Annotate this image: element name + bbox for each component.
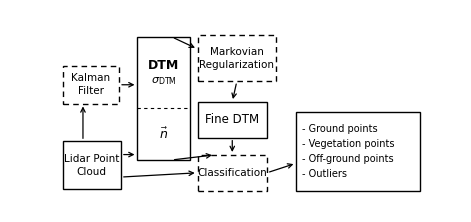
Text: Classification: Classification: [197, 168, 267, 178]
Text: DTM: DTM: [148, 59, 179, 72]
Bar: [198, 102, 267, 138]
Text: $\sigma_\mathrm{DTM}$: $\sigma_\mathrm{DTM}$: [151, 75, 177, 87]
Bar: [138, 37, 190, 160]
Text: Lidar Point
Cloud: Lidar Point Cloud: [64, 153, 120, 177]
Text: - Ground points
- Vegetation points
- Off-ground points
- Outliers: - Ground points - Vegetation points - Of…: [301, 124, 394, 179]
Bar: [198, 155, 267, 191]
Text: Markovian
Regularization: Markovian Regularization: [199, 47, 274, 70]
Text: $\vec{n}$: $\vec{n}$: [159, 127, 169, 142]
Bar: [296, 112, 420, 191]
Bar: [63, 141, 121, 189]
Bar: [198, 35, 276, 81]
Text: Fine DTM: Fine DTM: [205, 113, 260, 126]
Bar: [63, 66, 119, 103]
Text: Kalman
Filter: Kalman Filter: [71, 73, 110, 96]
